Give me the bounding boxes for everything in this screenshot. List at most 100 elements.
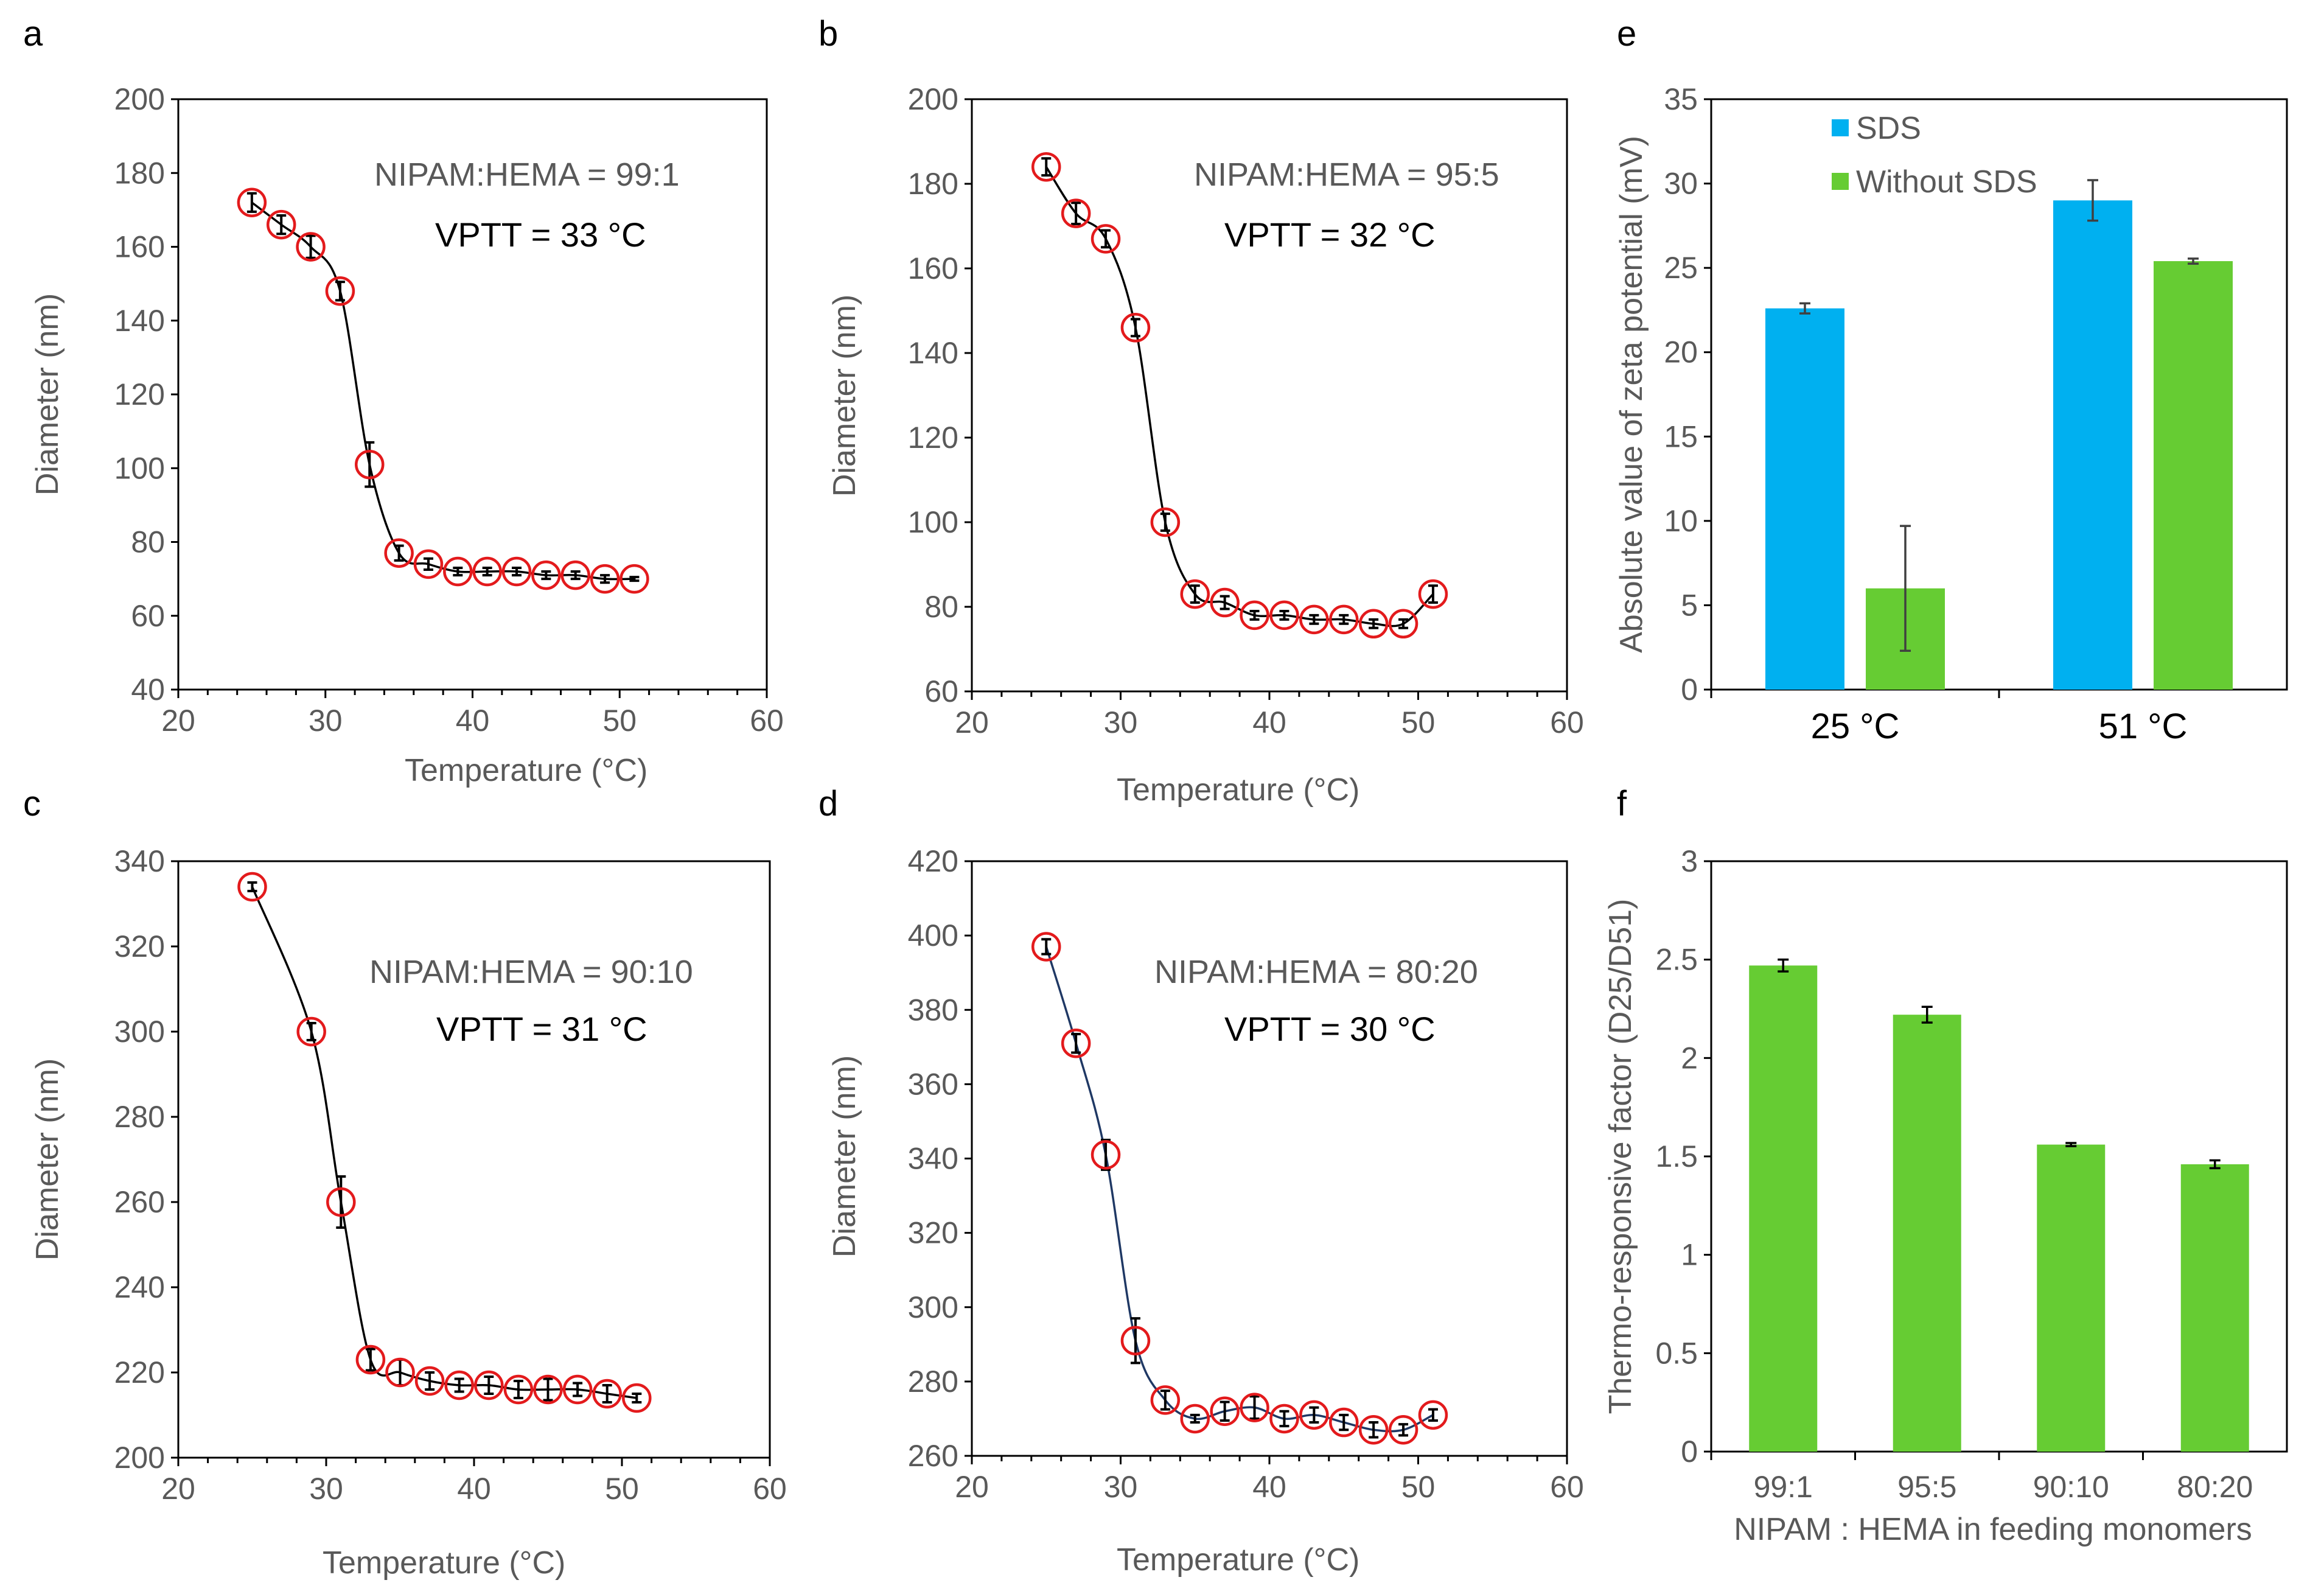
y-tick-label: 15 xyxy=(1664,419,1698,453)
data-point xyxy=(355,1344,386,1375)
legend-label: Without SDS xyxy=(1856,164,2037,200)
data-point xyxy=(296,1016,326,1047)
y-tick-label: 260 xyxy=(114,1185,165,1219)
panel-a: a 40 60 80 100 120 140 160 180 200 Diameter (nm) 20… xyxy=(23,14,784,788)
data-point xyxy=(444,1370,474,1400)
bar-thermo-factor xyxy=(2180,1164,2249,1452)
data-point xyxy=(326,1187,356,1217)
panel-b: b 60 80 100 120 140 160 180 200 Diameter (nm) 20 30… xyxy=(818,14,1584,808)
vptt-label: VPTT = 31 °C xyxy=(436,1010,647,1048)
category-label: 95:5 xyxy=(1897,1470,1956,1504)
panel-d: d 260 280 300 320 340 360 380 400 420 Diameter (nm… xyxy=(818,784,1584,1578)
panel-letter: e xyxy=(1617,14,1636,54)
data-point xyxy=(414,1366,445,1396)
x-axis-title: Temperature (°C) xyxy=(323,1545,565,1581)
y-tick-label: 300 xyxy=(114,1015,165,1049)
data-point xyxy=(622,1383,652,1413)
y-tick-label: 1.5 xyxy=(1655,1139,1698,1173)
data-point xyxy=(562,1374,593,1405)
y-tick-label: 280 xyxy=(908,1365,958,1399)
x-tick-label: 40 xyxy=(1252,705,1286,739)
data-point xyxy=(355,449,385,480)
y-tick-label: 400 xyxy=(908,918,958,953)
x-axis-title: Temperature (°C) xyxy=(405,753,647,788)
data-point xyxy=(384,538,414,568)
plot-frame xyxy=(177,860,771,1459)
data-point xyxy=(1358,1415,1389,1445)
y-tick-label: 100 xyxy=(114,451,165,485)
x-tick-label: 50 xyxy=(605,1472,639,1506)
x-tick-label: 40 xyxy=(456,704,490,738)
y-tick-label: 360 xyxy=(908,1067,958,1101)
fit-curve xyxy=(251,886,637,1399)
data-point xyxy=(560,560,590,590)
legend-label: SDS xyxy=(1856,111,1921,146)
y-axis-title: Diameter (nm) xyxy=(30,1058,65,1260)
y-tick-label: 80 xyxy=(131,525,165,559)
panel-c: c 200 220 240 260 280 300 320 340 Diameter (nm) 20… xyxy=(23,784,787,1581)
data-point xyxy=(1388,1415,1418,1445)
data-point xyxy=(1269,600,1299,631)
panel-letter: d xyxy=(818,784,838,823)
data-point xyxy=(472,556,502,587)
y-tick-label: 10 xyxy=(1664,504,1698,538)
data-point xyxy=(385,1357,415,1388)
x-axis-title: Temperature (°C) xyxy=(1117,1542,1359,1578)
y-tick-label: 2 xyxy=(1681,1041,1698,1075)
y-tick-label: 0.5 xyxy=(1655,1336,1698,1370)
x-tick-label: 60 xyxy=(753,1472,787,1506)
y-axis-title: Diameter (nm) xyxy=(827,295,862,497)
y-tick-label: 260 xyxy=(908,1439,958,1473)
bar-without-sds xyxy=(2154,261,2233,690)
category-label: 80:20 xyxy=(2177,1470,2253,1504)
y-tick-label: 20 xyxy=(1664,335,1698,369)
legend-swatch xyxy=(1832,173,1849,190)
legend-swatch xyxy=(1832,119,1849,136)
y-tick-label: 340 xyxy=(908,1142,958,1176)
x-tick-label: 20 xyxy=(955,1470,989,1504)
data-point xyxy=(1388,609,1418,639)
data-point xyxy=(266,209,296,240)
vptt-label: VPTT = 33 °C xyxy=(435,215,646,254)
data-point xyxy=(533,1374,563,1405)
y-tick-label: 200 xyxy=(114,82,165,116)
y-tick-label: 80 xyxy=(924,590,958,624)
y-tick-label: 1 xyxy=(1681,1238,1698,1272)
x-tick-label: 20 xyxy=(161,704,195,738)
data-point xyxy=(1031,152,1061,182)
data-point xyxy=(237,187,267,217)
category-label: 25 °C xyxy=(1811,707,1900,746)
data-point xyxy=(1180,579,1210,609)
panel-letter: b xyxy=(818,14,838,54)
data-point xyxy=(237,872,267,902)
vptt-label: VPTT = 30 °C xyxy=(1224,1010,1436,1048)
data-point xyxy=(1240,600,1269,631)
data-point xyxy=(501,556,532,587)
data-point xyxy=(1090,1140,1121,1170)
y-tick-label: 25 xyxy=(1664,251,1698,285)
panel-letter: f xyxy=(1617,784,1627,823)
data-point xyxy=(1329,604,1359,635)
y-tick-label: 320 xyxy=(114,929,165,963)
data-point xyxy=(325,276,355,306)
category-label: 99:1 xyxy=(1754,1470,1813,1504)
data-point xyxy=(592,1379,622,1409)
y-axis-title: Thermo-responsive factor (D25/D51) xyxy=(1603,899,1638,1414)
composition-label: NIPAM:HEMA = 99:1 xyxy=(374,156,680,193)
composition-label: NIPAM:HEMA = 80:20 xyxy=(1154,954,1478,990)
data-point xyxy=(503,1374,534,1405)
x-tick-label: 30 xyxy=(309,704,343,738)
data-point xyxy=(1240,1393,1269,1422)
bar-thermo-factor xyxy=(2037,1144,2106,1452)
x-axis-title: Temperature (°C) xyxy=(1117,772,1359,808)
x-tick-label: 60 xyxy=(1550,705,1584,739)
data-point xyxy=(1120,313,1151,343)
x-tick-label: 50 xyxy=(1401,1470,1436,1504)
x-tick-label: 50 xyxy=(602,704,637,738)
y-tick-label: 60 xyxy=(131,599,165,633)
data-point xyxy=(1210,1396,1240,1426)
y-tick-label: 300 xyxy=(908,1290,958,1324)
y-tick-label: 2.5 xyxy=(1655,943,1698,977)
y-tick-label: 5 xyxy=(1681,588,1698,622)
data-point xyxy=(1150,507,1181,537)
